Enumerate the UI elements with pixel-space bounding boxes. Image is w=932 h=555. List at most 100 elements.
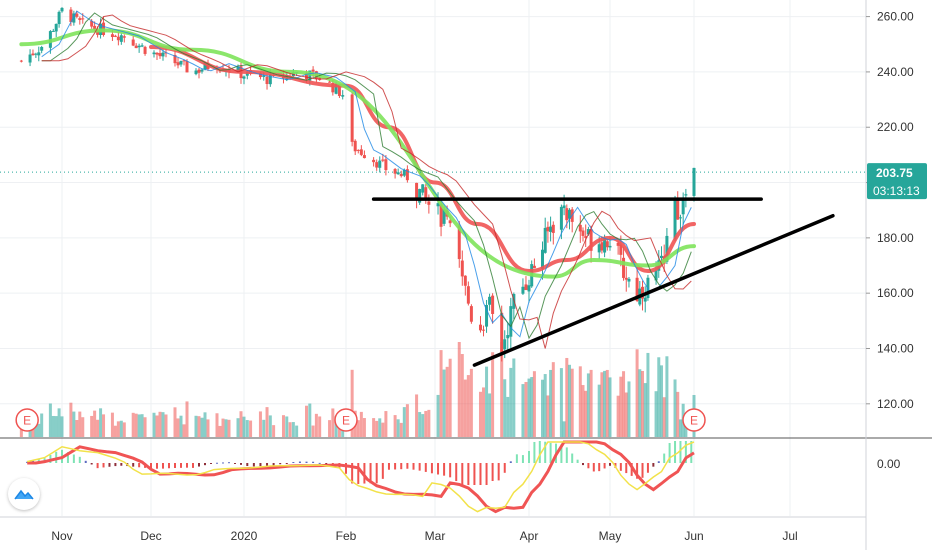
indicator-histogram-bar: [318, 462, 321, 464]
volume-bar: [627, 381, 631, 437]
indicator-histogram-bar: [406, 463, 409, 469]
time-axis-tick-label: Feb: [336, 529, 357, 543]
volume-bar: [334, 415, 338, 437]
volume-bar: [378, 418, 382, 437]
candle: [405, 169, 409, 181]
volume-bar: [524, 381, 528, 437]
candle: [152, 52, 156, 55]
volume-bar: [99, 408, 103, 437]
indicator-histogram-bar: [509, 461, 512, 463]
candle: [439, 204, 443, 227]
volume-bar: [116, 421, 120, 437]
trendlines[interactable]: [371, 197, 835, 367]
candle: [268, 74, 272, 85]
candle: [448, 220, 452, 224]
time-axis-tick-label: Mar: [425, 529, 446, 543]
indicator-histogram-bar: [674, 441, 677, 463]
volume-bar: [603, 370, 607, 437]
candle: [608, 245, 612, 248]
indicator-histogram-bar: [497, 463, 500, 481]
volume-bar: [512, 358, 516, 437]
volume-bar: [158, 411, 162, 437]
indicator-histogram-bar: [565, 447, 568, 463]
volume-bar: [405, 404, 409, 437]
indicator-histogram-bar: [576, 459, 579, 463]
candle: [396, 172, 400, 175]
candle: [506, 335, 510, 339]
candle: [119, 35, 123, 42]
volume-bar: [285, 416, 289, 437]
price-axis[interactable]: 260.00240.00220.00200.00180.00160.00140.…: [866, 10, 914, 411]
indicator-histogram-bar: [192, 463, 194, 468]
indicator-histogram-bar: [609, 463, 611, 466]
candle: [635, 277, 639, 301]
volume-bar: [185, 401, 189, 437]
candle: [643, 297, 647, 302]
volume-bar: [372, 418, 376, 437]
candle: [176, 62, 180, 66]
candle: [532, 265, 536, 269]
volume-bar: [308, 403, 312, 437]
volume-bar: [236, 418, 240, 437]
candle: [684, 194, 688, 196]
volume-bar: [439, 350, 443, 437]
candle: [676, 199, 680, 220]
indicator-histogram-bar: [533, 442, 536, 463]
indicator-histogram-bar: [114, 463, 117, 467]
last-price-badge: [867, 163, 927, 200]
candle: [622, 257, 626, 278]
time-axis-tick-label: Jun: [684, 529, 703, 543]
short-moving-average-line: [41, 12, 692, 340]
volume-bar: [530, 377, 534, 437]
tradingview-logo-icon[interactable]: [8, 478, 40, 510]
volume-bar: [176, 418, 180, 437]
indicator-histogram-bar: [521, 455, 524, 463]
candle: [311, 69, 315, 72]
volume-bar: [375, 420, 379, 437]
candle: [509, 306, 513, 337]
candle: [78, 18, 82, 20]
volume-bar: [356, 420, 360, 437]
volume-bar: [119, 420, 123, 437]
volume-bar: [619, 376, 623, 437]
candle: [665, 235, 669, 262]
volume-bar: [445, 366, 449, 437]
candle: [378, 160, 382, 168]
indicator-histogram-bar: [108, 463, 111, 467]
candle: [28, 54, 32, 63]
candle: [334, 83, 338, 94]
volume-bar: [424, 410, 428, 437]
volume-bar: [393, 415, 397, 437]
candle: [463, 275, 467, 286]
indicator-histogram-bar: [560, 444, 563, 463]
candle: [654, 270, 658, 281]
candle: [134, 45, 138, 49]
volume-bar: [673, 379, 677, 437]
indicator-histogram-bar: [26, 461, 29, 463]
candle: [565, 208, 569, 221]
indicator-histogram-bar: [162, 463, 164, 469]
candle: [568, 209, 571, 219]
candle: [500, 312, 504, 353]
indicator-histogram-bar: [198, 463, 200, 467]
candle: [469, 306, 473, 322]
candle: [415, 182, 419, 199]
time-axis-tick-label: 2020: [231, 529, 258, 543]
volume-bar: [638, 369, 642, 437]
volume-bar: [331, 408, 335, 437]
candle: [524, 284, 528, 291]
time-axis[interactable]: Nov Dec 2020 Feb Mar Apr May Jun Jul: [51, 529, 797, 543]
candle: [549, 226, 553, 232]
volume-bar: [600, 372, 604, 437]
candle: [60, 7, 64, 12]
volume-bar: [137, 414, 141, 437]
volume-bar: [469, 368, 473, 437]
candle: [503, 339, 507, 350]
indicator-histogram-bar: [240, 463, 242, 465]
volume-bar: [597, 384, 601, 437]
indicator-histogram-bar: [369, 463, 372, 484]
candle: [19, 60, 23, 62]
indicator-histogram-bar: [449, 463, 452, 478]
